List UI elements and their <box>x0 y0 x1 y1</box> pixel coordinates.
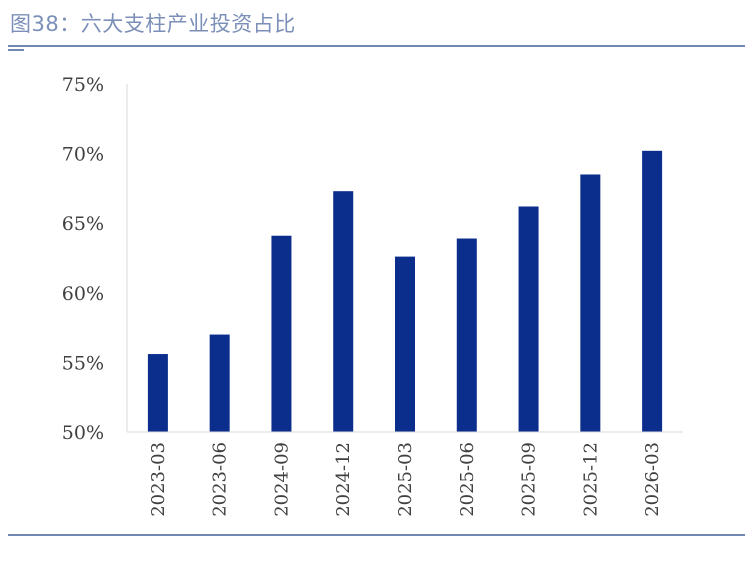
bar <box>395 256 415 432</box>
bar <box>147 354 168 432</box>
y-axis: 75% 70% 65% 60% 55% 50% <box>62 74 104 444</box>
x-tick-label: 2025-06 <box>457 442 478 517</box>
x-axis: 2023-03 2023-06 2024-09 2024-12 2025-03 2025-… <box>148 442 663 517</box>
bar <box>271 235 292 432</box>
bar <box>456 238 477 432</box>
x-tick-label: 2025-12 <box>580 442 601 517</box>
title-divider <box>8 45 745 47</box>
y-tick-label: 75% <box>62 74 104 96</box>
y-tick-label: 65% <box>62 213 104 235</box>
bar <box>209 334 230 432</box>
bar-series <box>147 150 663 433</box>
y-tick-label: 70% <box>62 144 104 166</box>
x-tick-label: 2024-09 <box>271 442 292 517</box>
bar <box>580 174 601 433</box>
bar <box>518 206 539 432</box>
y-tick-label: 60% <box>62 283 104 305</box>
title-divider-accent <box>8 49 24 51</box>
figure-title: 图38：六大支柱产业投资占比 <box>10 12 296 36</box>
bar <box>642 150 663 433</box>
y-tick-label: 55% <box>62 352 104 374</box>
footer-divider <box>8 534 745 536</box>
x-tick-label: 2023-06 <box>210 442 231 517</box>
bar <box>333 191 354 432</box>
x-tick-label: 2026-03 <box>642 442 663 517</box>
x-tick-label: 2024-12 <box>333 442 354 517</box>
x-tick-label: 2025-09 <box>519 442 540 517</box>
x-tick-label: 2025-03 <box>395 442 416 517</box>
x-tick-label: 2023-03 <box>148 442 169 517</box>
y-tick-label: 50% <box>62 422 104 444</box>
